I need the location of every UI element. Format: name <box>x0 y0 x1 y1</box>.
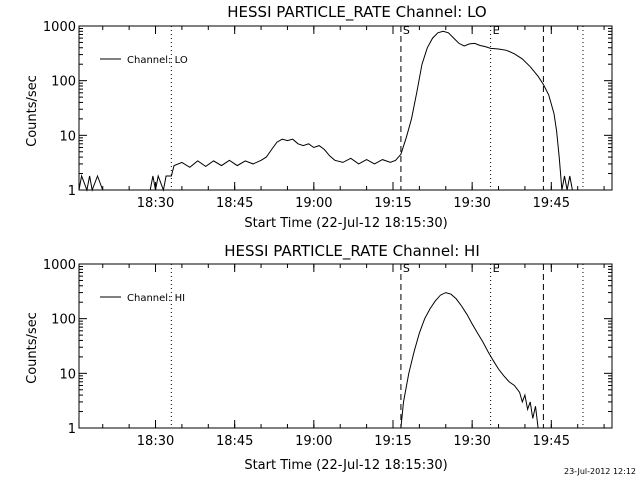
panel-lo: HESSI PARTICLE_RATE Channel: LO Start Ti… <box>25 3 613 231</box>
plot-frame <box>78 25 613 191</box>
series-line <box>78 30 573 192</box>
x-tick-label: 19:00 <box>295 434 332 449</box>
x-tick-label: 18:30 <box>137 434 174 449</box>
y-axis-label: Counts/sec <box>25 75 40 147</box>
timestamp: 23-Jul-2012 12:12 <box>564 467 636 476</box>
plot-frame <box>78 263 613 429</box>
legend-label: Channel: HI <box>127 293 185 304</box>
x-tick-label: 19:00 <box>295 196 332 211</box>
x-tick-label: 19:45 <box>533 434 570 449</box>
y-tick-label: 1000 <box>43 20 76 35</box>
event-marker-label: S <box>403 24 410 37</box>
y-tick-label: 1 <box>68 184 76 199</box>
x-tick-label: 19:30 <box>453 196 490 211</box>
x-axis-label: Start Time (22-Jul-12 18:15:30) <box>244 458 447 473</box>
event-marker-label: E <box>493 24 500 37</box>
chart-title: HESSI PARTICLE_RATE Channel: HI <box>224 242 480 261</box>
x-axis-label: Start Time (22-Jul-12 18:15:30) <box>244 216 447 231</box>
x-tick-label: 19:15 <box>374 196 411 211</box>
panel-hi: HESSI PARTICLE_RATE Channel: HI Start Ti… <box>25 242 613 473</box>
y-axis-label: Counts/sec <box>25 312 40 384</box>
x-tick-label: 19:30 <box>453 434 490 449</box>
y-tick-label: 10 <box>59 129 76 144</box>
y-tick-label: 100 <box>51 313 76 328</box>
x-tick-label: 18:45 <box>216 434 253 449</box>
x-tick-label: 19:45 <box>533 196 570 211</box>
event-marker-label: E <box>493 262 500 275</box>
chart-title: HESSI PARTICLE_RATE Channel: LO <box>227 3 486 22</box>
y-tick-label: 10 <box>59 367 76 382</box>
series-line <box>400 292 539 429</box>
x-tick-label: 18:45 <box>216 196 253 211</box>
x-tick-label: 19:15 <box>374 434 411 449</box>
x-tick-label: 18:30 <box>137 196 174 211</box>
event-marker-label: S <box>403 262 410 275</box>
y-tick-label: 1000 <box>43 258 76 273</box>
y-tick-label: 100 <box>51 75 76 90</box>
y-tick-label: 1 <box>68 422 76 437</box>
legend-label: Channel: LO <box>127 55 188 66</box>
